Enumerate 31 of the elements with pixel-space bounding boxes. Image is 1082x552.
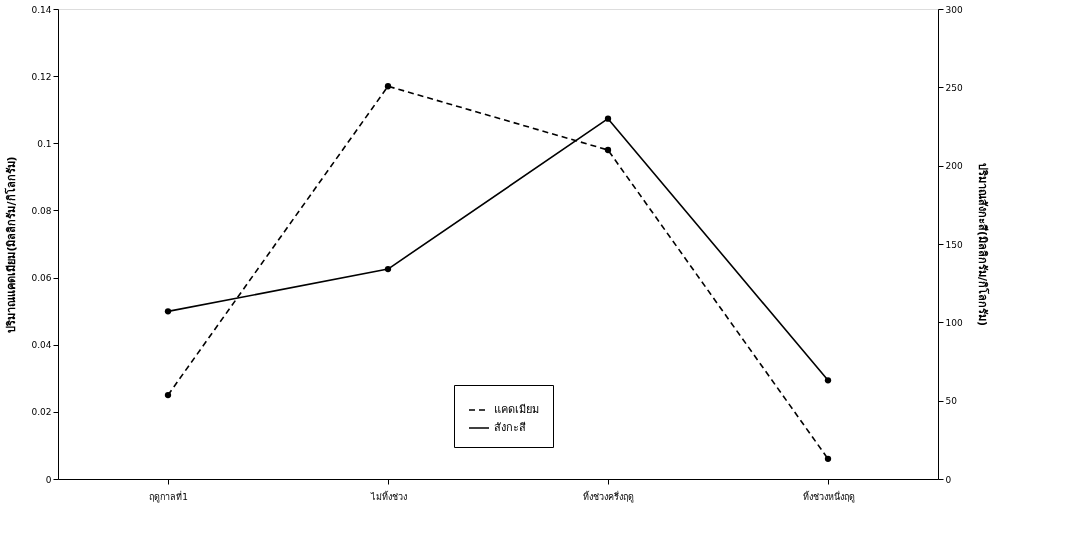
y-tick-label: 0.02 bbox=[31, 407, 52, 418]
y-tick-label: 0.12 bbox=[31, 71, 52, 82]
x-tick-label: ทิ้งช่วงหนึ่งฤดู bbox=[802, 489, 855, 503]
y2-tick-label: 150 bbox=[945, 239, 963, 250]
x-tick-label: ไม่ทิ้งช่วง bbox=[369, 489, 407, 502]
x-tick-label: ทิ้งช่วงครึ่งฤดู bbox=[583, 489, 634, 503]
y2-tick-label: 0 bbox=[945, 474, 952, 485]
point bbox=[604, 115, 612, 122]
y-tick-label: 0.1 bbox=[37, 138, 52, 149]
y-tick-label: 0.08 bbox=[31, 205, 52, 216]
point bbox=[384, 265, 392, 273]
point bbox=[384, 83, 392, 90]
y2-axis-title: ปริมาณสังกะสี(มิลลิกรัม/กิโลกรัม) bbox=[975, 162, 990, 327]
y-tick-label: 0.06 bbox=[31, 273, 52, 284]
legend-label: สังกะสี bbox=[494, 421, 526, 434]
y2-tick-label: 200 bbox=[945, 161, 963, 172]
point bbox=[604, 146, 612, 154]
y2-tick-label: 300 bbox=[945, 4, 963, 15]
y-tick-label: 0.04 bbox=[31, 340, 52, 351]
x-tick-label: ฤดูกาลที่1 bbox=[149, 489, 188, 503]
point bbox=[164, 391, 172, 399]
y2-tick-label: 50 bbox=[945, 396, 958, 407]
y-axis-title: ปริมาณแคดเมียม(มิลลิกรัม/กิโลกรัม) bbox=[4, 156, 19, 333]
y-tick-label: 0 bbox=[45, 474, 52, 485]
y2-tick-label: 250 bbox=[945, 82, 963, 93]
point bbox=[824, 455, 832, 463]
legend-label: แคดเมียม bbox=[494, 403, 539, 416]
point bbox=[824, 377, 832, 384]
y-tick-label: 0.14 bbox=[31, 4, 52, 15]
point bbox=[164, 308, 172, 315]
y2-tick-label: 100 bbox=[945, 317, 963, 328]
